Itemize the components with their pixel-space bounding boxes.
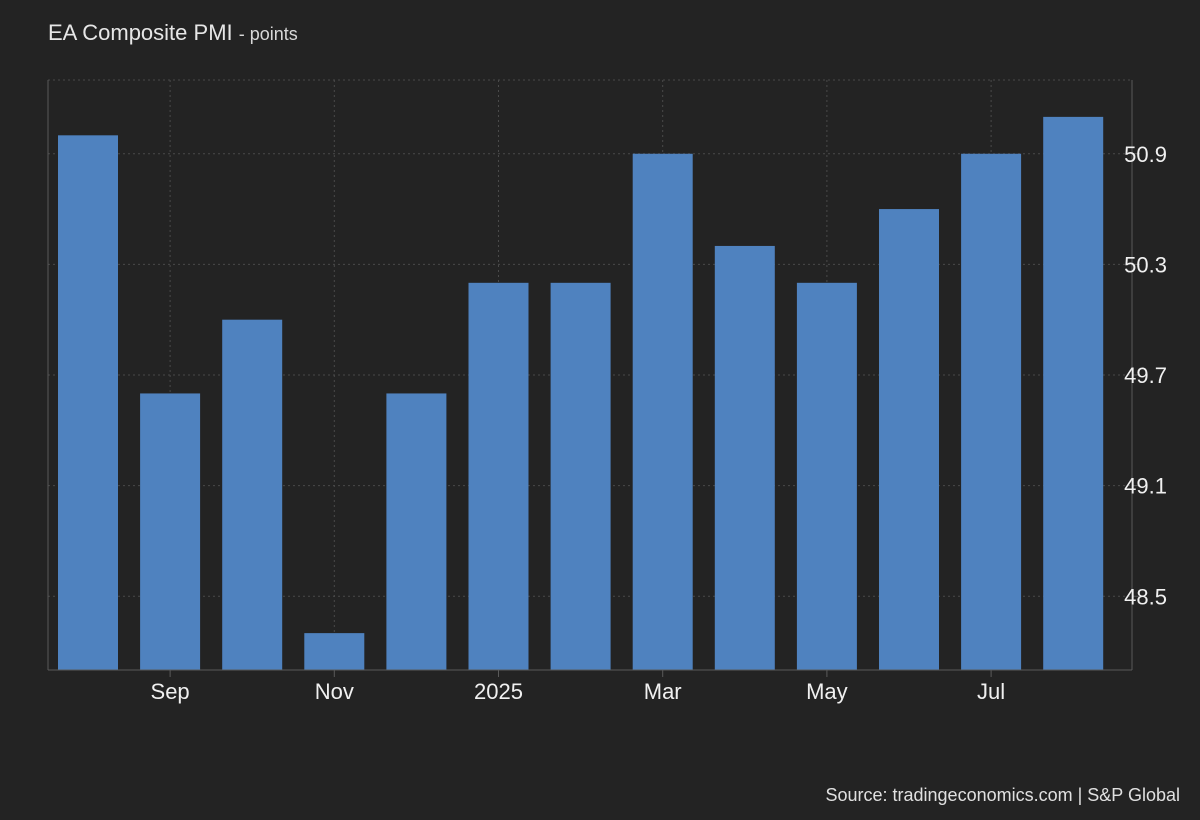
bar-2025-06 [879,209,939,670]
x-tick-label: Nov [315,679,354,704]
bar-series [58,116,1104,670]
y-axis-ticks: 48.5 49.1 49.7 50.3 50.9 [1124,142,1167,610]
x-tick-label: Mar [644,679,682,704]
bar-2025-05 [796,282,857,670]
chart-title: EA Composite PMI - points [48,20,298,46]
x-tick-label: May [806,679,848,704]
source-note: Source: tradingeconomics.com | S&P Globa… [825,785,1180,805]
bar-2025-07 [961,153,1022,670]
bar-2025-03 [632,153,693,670]
bar-2024-11 [304,633,365,670]
y-tick-label: 49.7 [1124,363,1167,388]
x-tick-label: Sep [151,679,190,704]
y-tick-label: 50.9 [1124,142,1167,167]
x-tick-label: 2025 [474,679,523,704]
y-tick-label: 48.5 [1124,584,1167,609]
bar-2024-09 [140,393,201,670]
bar-2025-04 [714,245,775,670]
chart-title-text: EA Composite PMI [48,20,233,45]
x-tick-label: Jul [977,679,1005,704]
y-tick-label: 50.3 [1124,252,1167,277]
x-axis-ticks: Sep Nov 2025 Mar May Jul [151,670,1005,704]
bar-2025-01 [468,282,529,670]
chart-subtitle: - points [238,24,298,44]
bar-2025-02 [550,282,611,670]
bar-2024-10 [222,319,283,670]
bar-2024-12 [386,393,447,670]
bar-2024-08 [58,135,118,670]
bar-2025-08 [1043,116,1104,670]
y-tick-label: 49.1 [1124,474,1167,499]
